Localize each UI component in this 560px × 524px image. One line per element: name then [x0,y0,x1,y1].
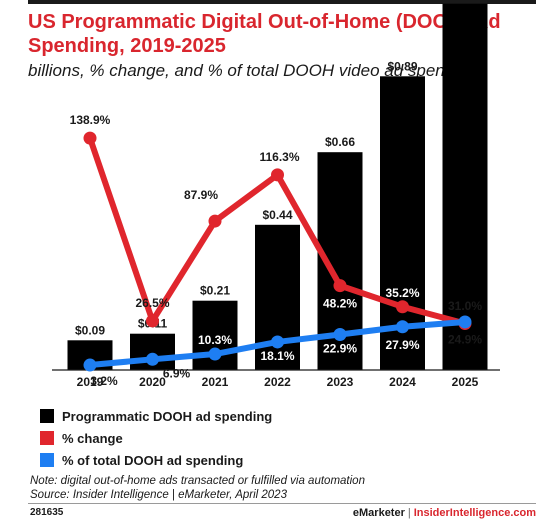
brand-emarketer: eMarketer [352,507,405,519]
tick-label-2022: 2022 [264,375,291,389]
share-label-2021: 10.3% [198,333,232,347]
brand-separator: | [407,507,411,519]
tick-label-2020: 2020 [139,375,166,389]
brand-insider-intelligence: InsiderIntelligence.com [413,507,536,519]
footnote-note: Note: digital out-of-home ads transacted… [30,475,365,487]
change-point-2019 [83,131,97,145]
change-label-2025: 24.9% [448,333,482,347]
bar-label-2023: $0.66 [325,135,355,149]
legend-item-spending: Programmatic DOOH ad spending [40,405,272,427]
tick-label-2019: 2019 [77,375,104,389]
footnote: Note: digital out-of-home ads transacted… [30,474,540,502]
legend-label-change: % change [62,430,123,446]
share-point-2025 [458,315,472,329]
chart-title: US Programmatic Digital Out-of-Home (DOO… [28,11,501,57]
share-point-2021 [208,347,222,361]
legend-item-change: % change [40,427,272,449]
change-label-2024: 35.2% [385,286,419,300]
line-value-labels: 138.9% 26.5% 87.9% 116.3% 48.2% 35.2% 24.9% 3.2… [70,113,483,388]
legend-label-spending: Programmatic DOOH ad spending [62,408,273,424]
share-point-2022 [271,335,284,349]
share-label-2022: 18.1% [260,349,294,363]
bar-label-2021: $0.21 [200,284,230,298]
top-rule [28,0,536,4]
share-point-2023 [333,328,347,342]
footnote-source: Source: Insider Intelligence | eMarketer… [30,489,287,501]
bar-label-2022: $0.44 [262,208,292,222]
legend-swatch-spending [40,409,54,423]
change-point-2021 [208,214,222,228]
change-point-2020 [146,314,159,328]
share-point-2020 [146,352,159,366]
bar-label-2025: $1.11 [450,0,480,1]
bar-label-2019: $0.09 [75,323,105,337]
tick-label-2021: 2021 [202,375,229,389]
tick-label-2024: 2024 [389,375,416,389]
share-label-2025: 31.0% [448,299,482,313]
legend-swatch-share [40,453,54,467]
change-label-2021: 87.9% [184,188,218,202]
legend-item-share: % of total DOOH ad spending [40,449,272,471]
tick-label-2025: 2025 [452,375,479,389]
change-point-2022 [271,168,284,182]
bar-label-2024: $0.89 [387,59,417,73]
tick-label-2023: 2023 [327,375,354,389]
chart-id: 281635 [30,507,64,518]
combo-chart: $0.09$0.11$0.21$0.44$0.66$0.89$1.11 2019… [52,0,500,389]
change-label-2022: 116.3% [259,150,299,164]
x-axis-tick-labels: 2019 2020 2021 2022 2023 2024 2025 [77,375,479,389]
change-point-2024 [396,300,409,314]
brand-credit: eMarketer | InsiderIntelligence.com [353,507,536,519]
share-point-2024 [396,320,409,334]
share-label-2020: 6.9% [163,366,191,380]
change-label-2023: 48.2% [323,297,357,311]
legend: Programmatic DOOH ad spending % change %… [40,405,272,471]
bottom-rule [28,503,536,504]
share-line-series [83,315,472,372]
change-label-2019: 138.9% [70,113,111,127]
bar-value-labels: $0.09$0.11$0.21$0.44$0.66$0.89$1.11 [75,0,480,337]
share-label-2023: 22.9% [323,342,357,356]
bar-2025 [442,3,488,370]
chart-subtitle: billions, % change, and % of total DOOH … [28,61,477,80]
share-label-2019: 3.2% [90,374,118,388]
legend-label-share: % of total DOOH ad spending [62,452,244,468]
change-line-series [83,131,472,331]
share-point-2019 [83,358,97,372]
change-point-2023 [333,279,347,293]
share-label-2024: 27.9% [385,338,419,352]
bar-series [67,3,488,371]
change-label-2020: 26.5% [135,296,169,310]
legend-swatch-change [40,431,54,445]
